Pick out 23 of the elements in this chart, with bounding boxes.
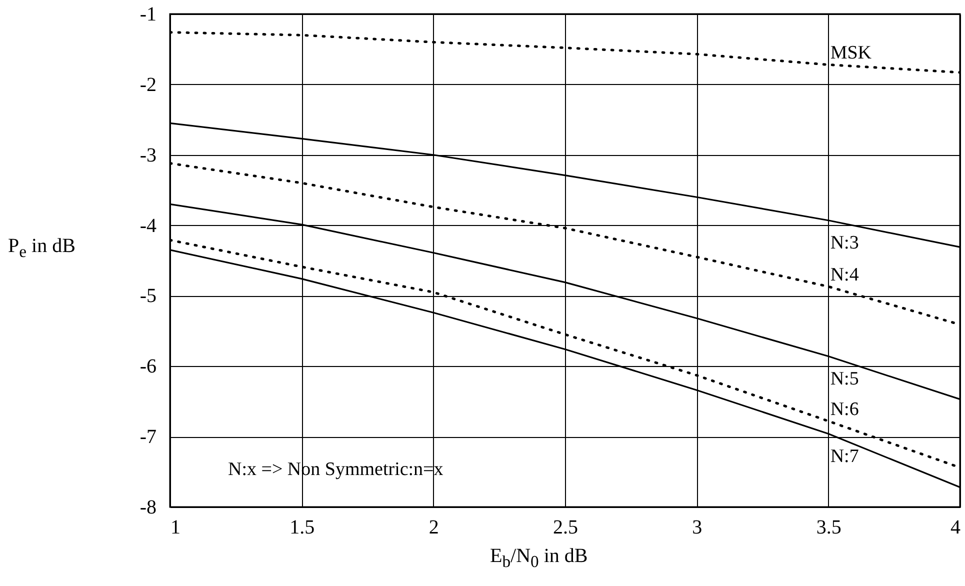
- x-tick-label: 1.5: [290, 516, 315, 538]
- series-label: N:7: [830, 446, 859, 467]
- x-tick-label: 2: [428, 516, 439, 538]
- series-label: N:6: [830, 399, 859, 420]
- x-tick-label: 3.5: [816, 516, 842, 538]
- series-label: N:5: [830, 368, 859, 390]
- series-label: N:4: [830, 264, 860, 286]
- series-label: MSK: [830, 42, 872, 64]
- y-tick-label: -7: [140, 426, 156, 448]
- x-tick-label: 1: [170, 516, 180, 538]
- x-tick-label: 3: [692, 516, 702, 538]
- y-tick-label: -5: [140, 285, 156, 308]
- y-tick-label: -1: [140, 4, 156, 26]
- y-axis-title: P$_{e}$ in dB: [8, 235, 76, 262]
- x-tick-label: 4: [950, 516, 960, 538]
- y-tick-label: -8: [140, 496, 156, 518]
- y-tick-label: -6: [140, 356, 156, 378]
- series-label: N:3: [830, 232, 859, 254]
- y-tick-label: -2: [140, 74, 156, 96]
- y-tick-label: -3: [140, 144, 156, 166]
- x-tick-label: 2.5: [553, 516, 578, 538]
- y-tick-label: -4: [140, 214, 156, 237]
- x-axis-title: E$_{b}$/N$_{0}$ in dB: [490, 545, 588, 572]
